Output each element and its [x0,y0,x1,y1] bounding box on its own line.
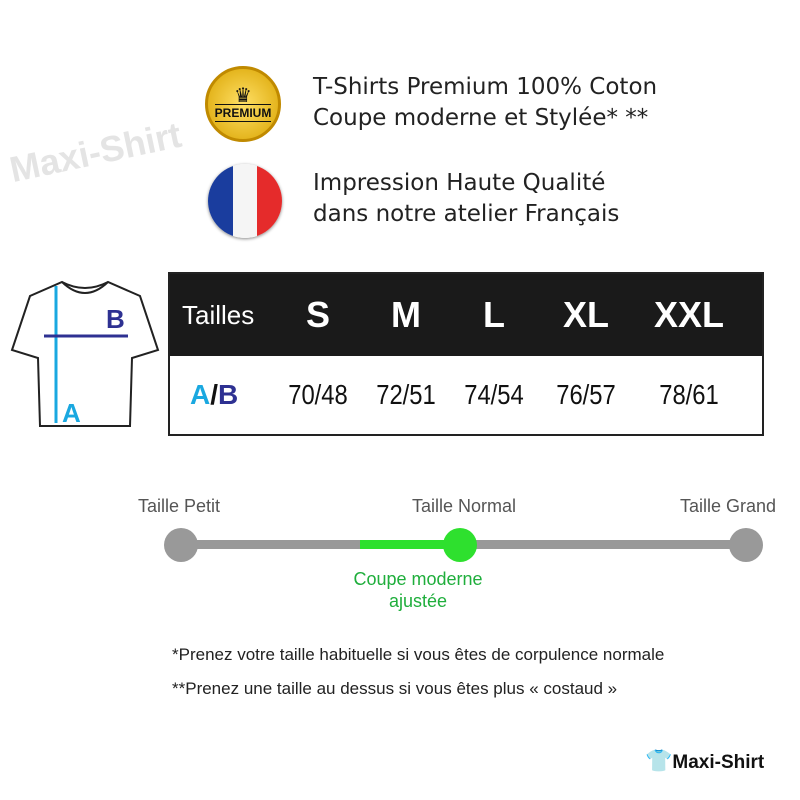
scale-middle-label: Taille Normal [412,496,517,516]
feature-line: T-Shirts Premium 100% Coton [313,74,658,100]
scale-right-label: Taille Grand [680,496,777,516]
label-a: A [62,398,81,428]
scale-dot-small [164,528,198,562]
size-xxl: XXL [653,294,724,335]
watermark: Maxi-Shirt [6,113,185,191]
premium-badge-icon: ♛ PREMIUM [205,66,281,142]
value-m: 72/51 [376,379,436,410]
brand-logo: 👕Maxi-Shirt [645,748,764,774]
logo-text: Maxi-Shirt [672,752,765,773]
size-l: L [483,294,505,335]
value-xxl: 78/61 [659,379,719,410]
crown-icon: ♛ [234,83,252,107]
size-m: M [391,294,421,335]
note: **Prenez une taille au dessus si vous êt… [172,679,618,698]
size-table: Tailles S M L XL XXL A/B 70/48 72/51 74/… [168,272,764,436]
note: *Prenez votre taille habituelle si vous … [172,645,665,664]
feature-printing: Impression Haute Qualité dans notre atel… [313,168,619,230]
value-s: 70/48 [288,379,348,410]
france-flag-icon [208,164,282,238]
selected-fit-label: Coupe moderne ajustée [348,568,488,612]
label-b: B [218,379,239,410]
badge-text: PREMIUM [214,104,272,122]
fit-scale-selected-range [360,540,460,549]
separator: / [210,379,219,410]
feature-line: Impression Haute Qualité [313,170,606,196]
feature-line: dans notre atelier Français [313,201,620,227]
header-label: Tailles [182,299,255,330]
feature-premium: T-Shirts Premium 100% Coton Coupe modern… [313,72,657,134]
row-label: A/B [170,379,274,411]
selected-fit-line: Coupe moderne [353,569,483,589]
size-xl: XL [562,294,609,335]
size-table-header: Tailles S M L XL XXL [170,274,762,356]
value-xl: 76/57 [556,379,616,410]
feature-line: Coupe moderne et Stylée* ** [313,105,649,131]
table-row: A/B 70/48 72/51 74/54 76/57 78/61 [170,356,762,434]
size-s: S [305,294,330,335]
selected-fit-line: ajustée [388,591,448,611]
label-b: B [106,304,125,334]
scale-left-label: Taille Petit [138,496,221,516]
value-l: 74/54 [464,379,524,410]
tshirt-icon: 👕 [645,748,673,773]
scale-dot-large [729,528,763,562]
label-a: A [190,379,211,410]
scale-dot-normal [443,528,477,562]
tshirt-diagram-icon: B A [10,280,160,428]
